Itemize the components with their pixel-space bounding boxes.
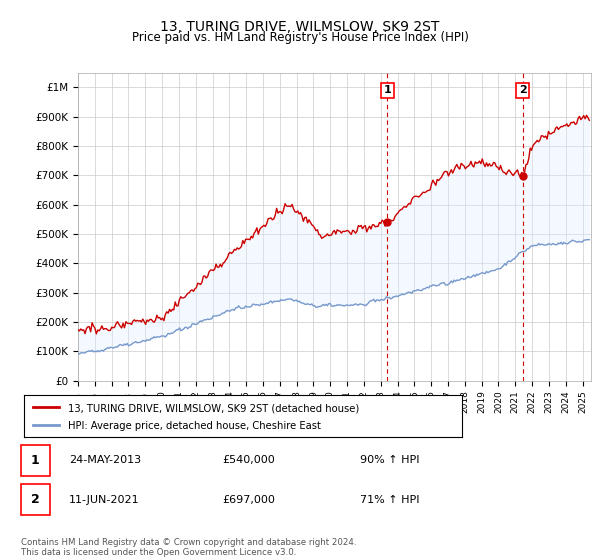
Text: 90% ↑ HPI: 90% ↑ HPI	[360, 455, 419, 465]
Text: 2: 2	[31, 493, 40, 506]
Text: 24-MAY-2013: 24-MAY-2013	[69, 455, 141, 465]
Text: 1: 1	[383, 85, 391, 95]
Text: £540,000: £540,000	[222, 455, 275, 465]
Text: 71% ↑ HPI: 71% ↑ HPI	[360, 494, 419, 505]
Text: 11-JUN-2021: 11-JUN-2021	[69, 494, 140, 505]
Text: Price paid vs. HM Land Registry's House Price Index (HPI): Price paid vs. HM Land Registry's House …	[131, 31, 469, 44]
Text: Contains HM Land Registry data © Crown copyright and database right 2024.
This d: Contains HM Land Registry data © Crown c…	[21, 538, 356, 557]
Text: 2: 2	[519, 85, 527, 95]
Text: 13, TURING DRIVE, WILMSLOW, SK9 2ST: 13, TURING DRIVE, WILMSLOW, SK9 2ST	[160, 20, 440, 34]
Text: HPI: Average price, detached house, Cheshire East: HPI: Average price, detached house, Ches…	[68, 421, 320, 431]
Text: 13, TURING DRIVE, WILMSLOW, SK9 2ST (detached house): 13, TURING DRIVE, WILMSLOW, SK9 2ST (det…	[68, 403, 359, 413]
Text: 1: 1	[31, 454, 40, 467]
Text: £697,000: £697,000	[222, 494, 275, 505]
